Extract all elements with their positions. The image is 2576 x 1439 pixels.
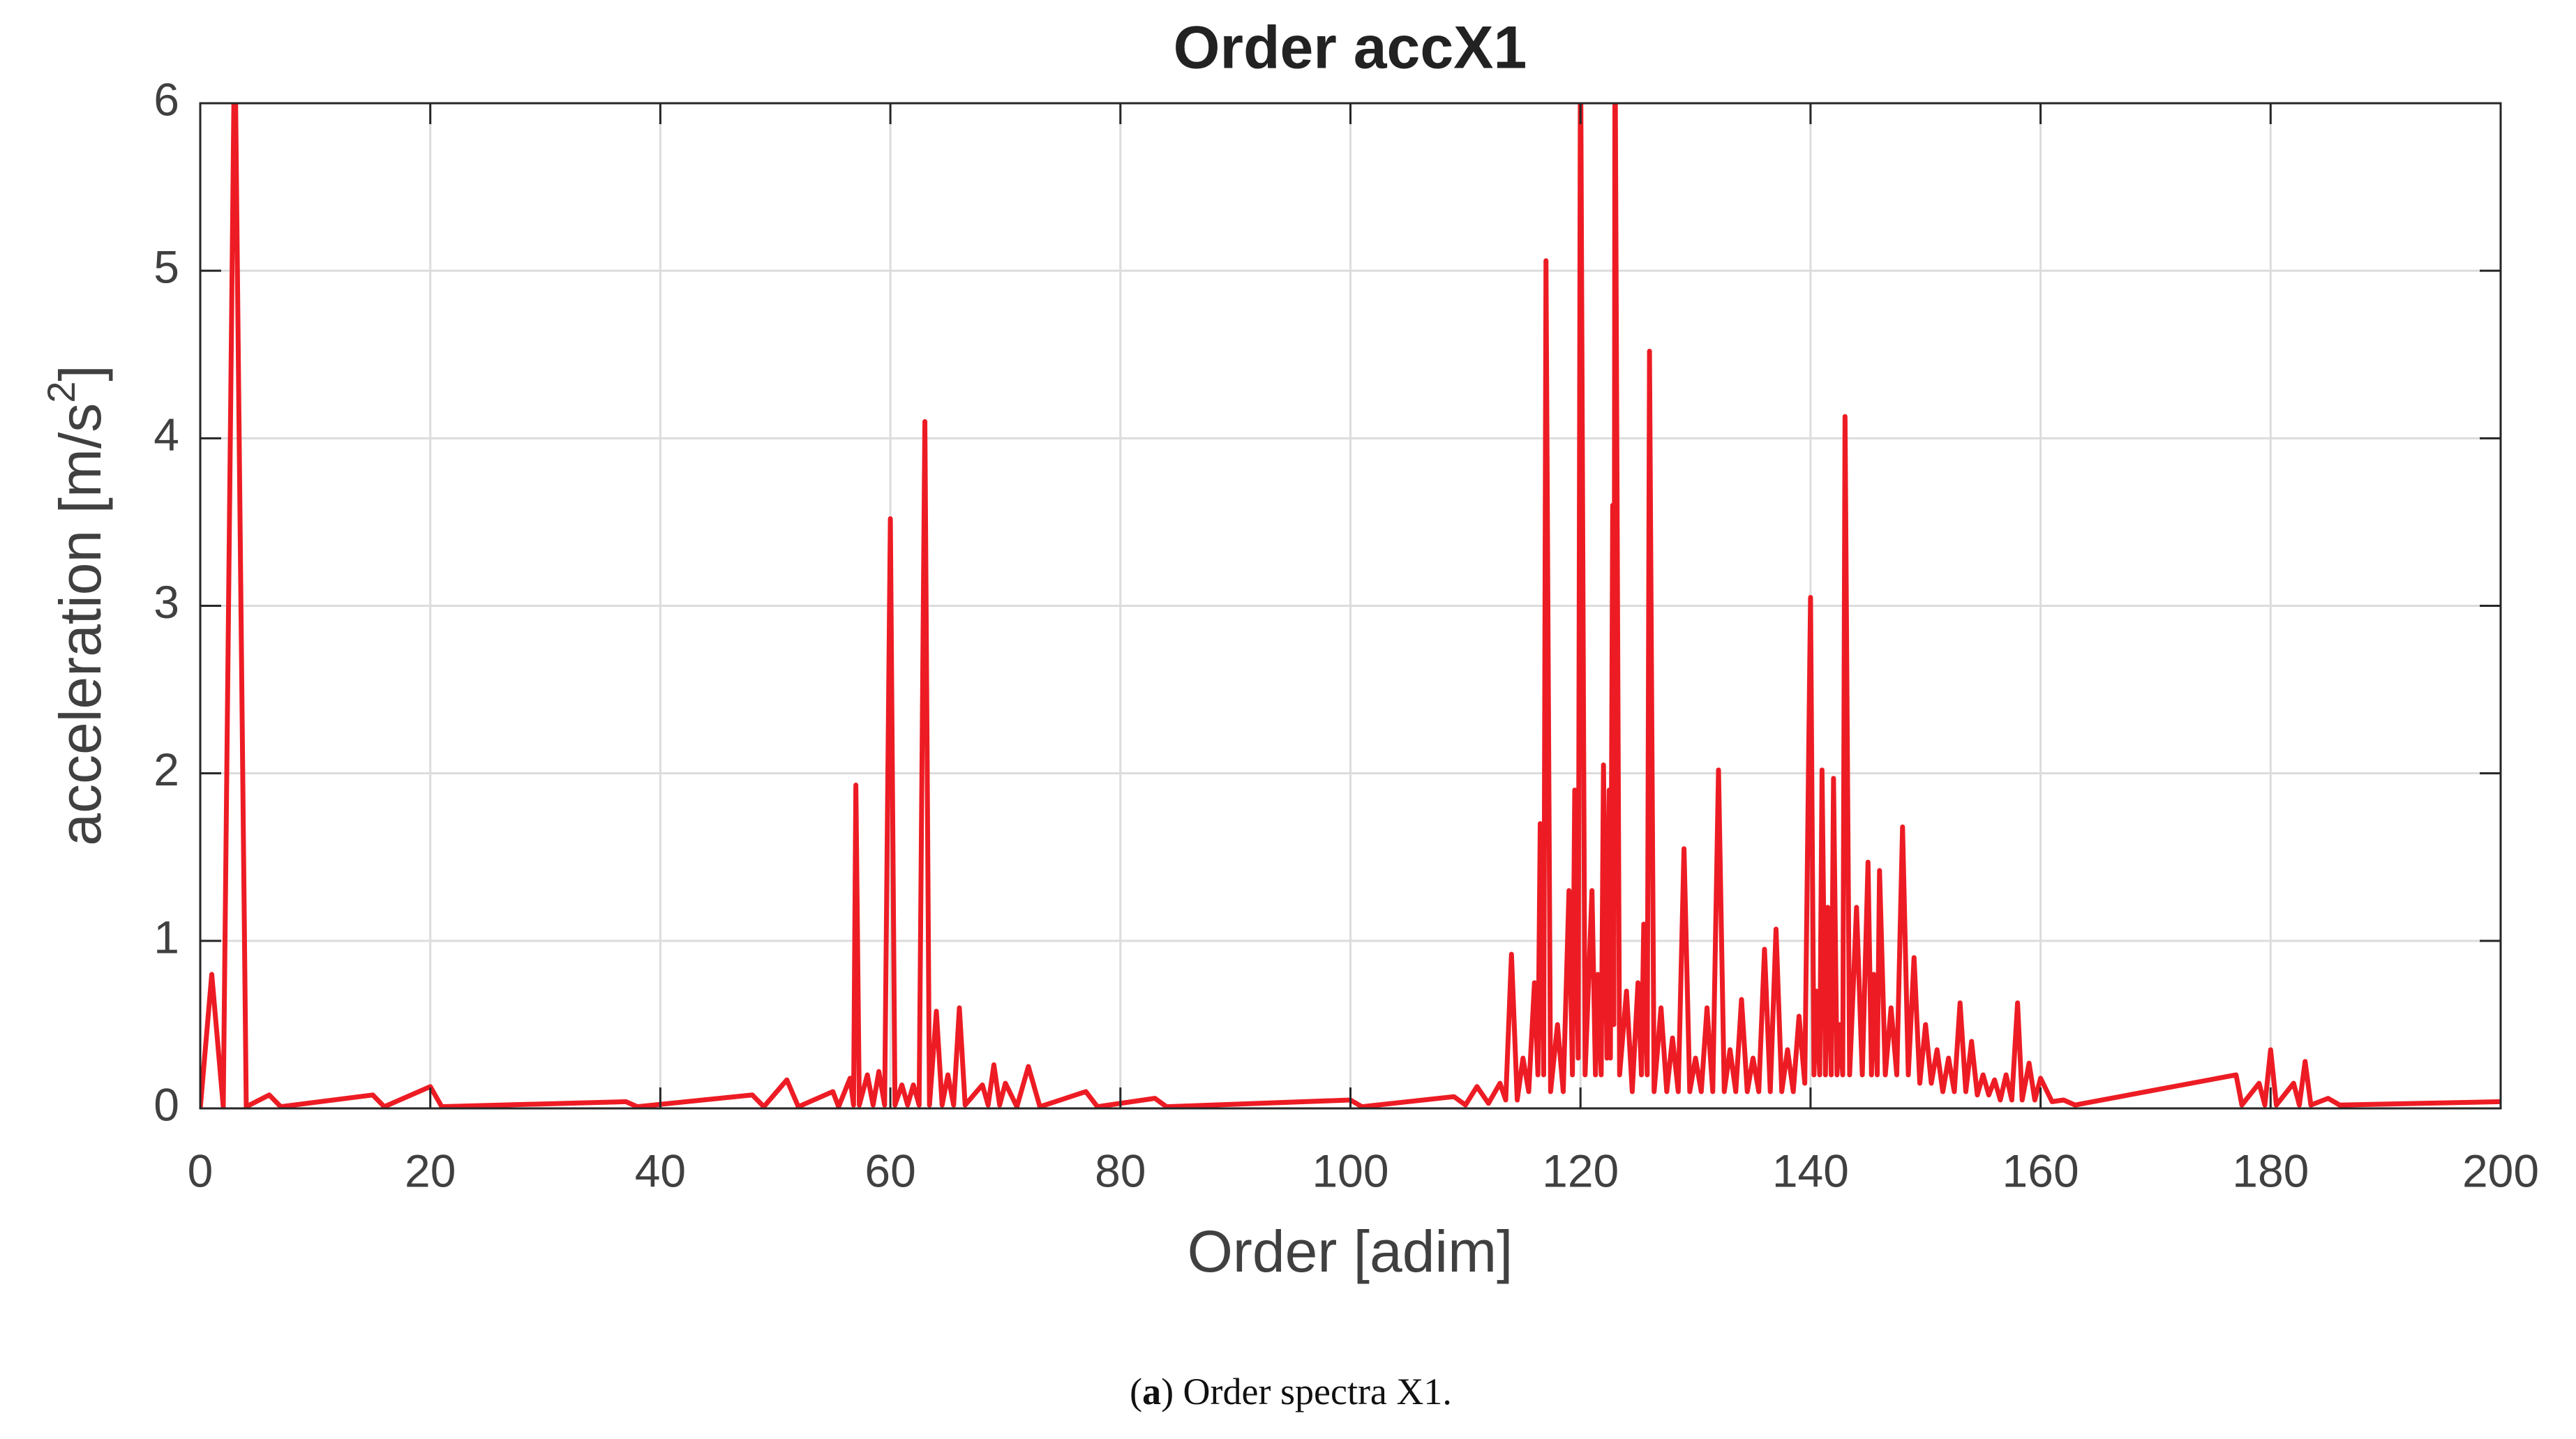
y-axis-label: acceleration [m/s2] xyxy=(39,365,113,845)
caption-prefix: ( xyxy=(1130,1371,1142,1412)
caption: (a) Order spectra X1. xyxy=(1130,1371,1452,1412)
caption-label: a xyxy=(1142,1371,1161,1412)
x-tick-label: 120 xyxy=(1542,1145,1619,1196)
y-tick-label: 4 xyxy=(153,409,179,460)
y-tick-label: 6 xyxy=(153,73,179,125)
x-tick-label: 180 xyxy=(2232,1145,2309,1196)
y-axis-label-superscript: 2 xyxy=(39,382,83,403)
y-tick-label: 0 xyxy=(153,1078,179,1130)
y-tick-label: 5 xyxy=(153,241,179,293)
chart-title: Order accX1 xyxy=(1174,15,1527,82)
y-axis-label-suffix: ] xyxy=(47,365,113,381)
x-tick-label: 80 xyxy=(1095,1145,1146,1196)
x-tick-label: 200 xyxy=(2462,1145,2539,1196)
x-axis-label: Order [adim] xyxy=(1188,1219,1513,1284)
plot-area xyxy=(200,103,2501,1108)
y-axis-label-text: acceleration [m/s xyxy=(47,403,113,846)
ticks: 0 20 40 60 80 100 120 140 160 180 200 0 1 2 3 4 5 6 xyxy=(153,73,2539,1196)
series-line xyxy=(200,103,2501,1108)
x-tick-label: 100 xyxy=(1312,1145,1388,1196)
x-tick-label: 40 xyxy=(635,1145,686,1196)
y-tick-label: 1 xyxy=(153,911,179,963)
y-tick-label: 3 xyxy=(153,576,179,628)
x-tick-label: 20 xyxy=(405,1145,456,1196)
x-tick-label: 60 xyxy=(864,1145,915,1196)
caption-text: ) Order spectra X1. xyxy=(1161,1371,1452,1412)
x-tick-label: 0 xyxy=(188,1145,214,1196)
grid xyxy=(199,102,2502,1110)
x-tick-label: 160 xyxy=(2002,1145,2079,1196)
y-tick-label: 2 xyxy=(153,744,179,795)
x-tick-label: 140 xyxy=(1772,1145,1849,1196)
